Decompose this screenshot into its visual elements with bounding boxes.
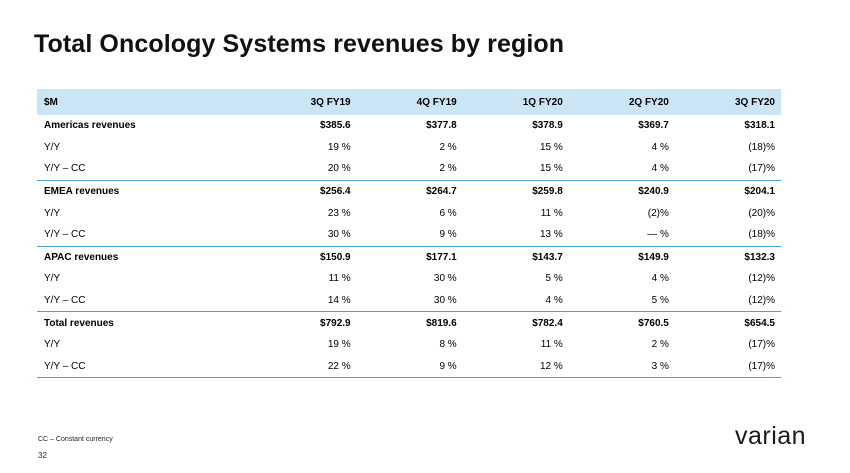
table-cell: $240.9 — [568, 179, 675, 203]
table-cell: (20)% — [748, 207, 775, 219]
column-header: $M — [44, 96, 58, 108]
column-header: 3Q FY20 — [734, 96, 775, 108]
table-row: Y/Y – CC 20 % 2 % 15 % 4 % (17)% — [37, 158, 781, 180]
table-cell: $378.9 — [532, 120, 563, 132]
table-cell: 23 % — [327, 207, 351, 219]
table-cell: 30 % — [433, 273, 457, 285]
table-cell: 30 % — [327, 229, 351, 241]
table-row: Y/Y – CC 30 % 9 % 13 % — % (18)% — [37, 224, 781, 246]
row-label: Y/Y – CC — [44, 163, 86, 175]
table-cell: 5 % — [545, 273, 563, 285]
column-header: 1Q FY20 — [522, 96, 563, 108]
table-cell: 11 % — [540, 339, 563, 351]
table-cell: 19 % — [327, 141, 351, 153]
table-cell: 2 % — [439, 141, 457, 153]
table-cell: 3 % — [568, 355, 675, 379]
logo-text: varian — [735, 423, 806, 449]
table-row: Y/Y 19 % 8 % 11 % 2 % (17)% — [37, 334, 781, 356]
table-cell: 4 % — [651, 163, 669, 175]
table-cell: $760.5 — [568, 311, 675, 334]
table-cell: $149.9 — [568, 245, 675, 269]
table-cell: 2 % — [439, 163, 457, 175]
page-number: 32 — [38, 451, 47, 460]
table-cell: $177.1 — [356, 245, 463, 269]
table-cell: $792.9 — [250, 311, 357, 334]
table-header-row: $M 3Q FY19 4Q FY19 1Q FY20 2Q FY20 3Q FY… — [37, 89, 781, 115]
table-cell: (18)% — [748, 141, 775, 153]
table-cell: 8 % — [439, 339, 457, 351]
table-cell: 13 % — [539, 229, 563, 241]
table-cell: $782.4 — [462, 311, 569, 334]
table-cell: 9 % — [439, 229, 457, 241]
table-cell: $259.8 — [462, 179, 569, 203]
table-cell: 15 % — [539, 163, 563, 175]
row-label: Total revenues — [37, 311, 251, 334]
table-cell: $369.7 — [638, 120, 669, 132]
row-label: EMEA revenues — [37, 179, 251, 203]
table-row: Y/Y – CC 14 % 30 % 4 % 5 % (12)% — [37, 290, 781, 312]
table-cell: 4 % — [651, 273, 669, 285]
row-label: Americas revenues — [44, 120, 136, 132]
table-cell: $150.9 — [250, 245, 357, 269]
table-cell: 9 % — [356, 355, 463, 379]
varian-logo: varian — [735, 423, 806, 449]
table-cell: $264.7 — [356, 179, 463, 203]
table-row: Y/Y – CC 22 % 9 % 12 % 3 % (17)% — [37, 355, 781, 379]
table-cell: — % — [647, 229, 669, 241]
table-cell: $318.1 — [744, 120, 775, 132]
column-header: 2Q FY20 — [628, 96, 669, 108]
table-cell: 14 % — [327, 295, 351, 307]
table-cell: 19 % — [327, 339, 351, 351]
table-cell: 20 % — [327, 163, 351, 175]
table-row: Y/Y 11 % 30 % 5 % 4 % (12)% — [37, 268, 781, 290]
column-header: 4Q FY19 — [416, 96, 457, 108]
table-cell: 11 % — [540, 207, 563, 219]
table-cell: 15 % — [539, 141, 563, 153]
row-label: Y/Y — [44, 207, 61, 219]
table-cell: 12 % — [462, 355, 569, 379]
table-cell: 2 % — [651, 339, 669, 351]
row-label: Y/Y – CC — [44, 295, 86, 307]
table-cell: 11 % — [328, 273, 351, 285]
revenue-table: $M 3Q FY19 4Q FY19 1Q FY20 2Q FY20 3Q FY… — [37, 89, 781, 379]
table-row: EMEA revenues $256.4 $264.7 $259.8 $240.… — [37, 179, 781, 203]
table-cell: (18)% — [748, 229, 775, 241]
table-cell: 4 % — [545, 295, 563, 307]
table-row: Y/Y 23 % 6 % 11 % (2)% (20)% — [37, 202, 781, 224]
table-cell: 4 % — [651, 141, 669, 153]
table-cell: $654.5 — [674, 311, 781, 334]
table-cell: $385.6 — [320, 120, 351, 132]
table-row: Americas revenues $385.6 $377.8 $378.9 $… — [37, 115, 781, 137]
row-label: Y/Y – CC — [37, 355, 251, 379]
table-cell: (17)% — [748, 339, 775, 351]
table-cell: 5 % — [651, 295, 669, 307]
row-label: Y/Y — [44, 273, 61, 285]
table-cell: $143.7 — [462, 245, 569, 269]
table-cell: (12)% — [748, 295, 775, 307]
table-row: APAC revenues $150.9 $177.1 $143.7 $149.… — [37, 245, 781, 269]
table-cell: 6 % — [439, 207, 457, 219]
table-cell: $377.8 — [426, 120, 457, 132]
row-label: Y/Y — [44, 339, 61, 351]
table-cell: $256.4 — [250, 179, 357, 203]
row-label: Y/Y – CC — [44, 229, 86, 241]
table-cell: 22 % — [250, 355, 357, 379]
footnote: CC – Constant currency — [38, 436, 113, 443]
page-title: Total Oncology Systems revenues by regio… — [34, 30, 565, 58]
table-cell: (17)% — [674, 355, 781, 379]
table-cell: (17)% — [748, 163, 775, 175]
table-cell: $132.3 — [674, 245, 781, 269]
row-label: APAC revenues — [37, 245, 251, 269]
column-header: 3Q FY19 — [310, 96, 351, 108]
table-row: Y/Y 19 % 2 % 15 % 4 % (18)% — [37, 137, 781, 159]
row-label: Y/Y — [44, 141, 61, 153]
table-cell: $819.6 — [356, 311, 463, 334]
table-cell: (12)% — [748, 273, 775, 285]
table-cell: 30 % — [433, 295, 457, 307]
table-cell: (2)% — [647, 207, 669, 219]
table-cell: $204.1 — [674, 179, 781, 203]
table-row: Total revenues $792.9 $819.6 $782.4 $760… — [37, 311, 781, 334]
